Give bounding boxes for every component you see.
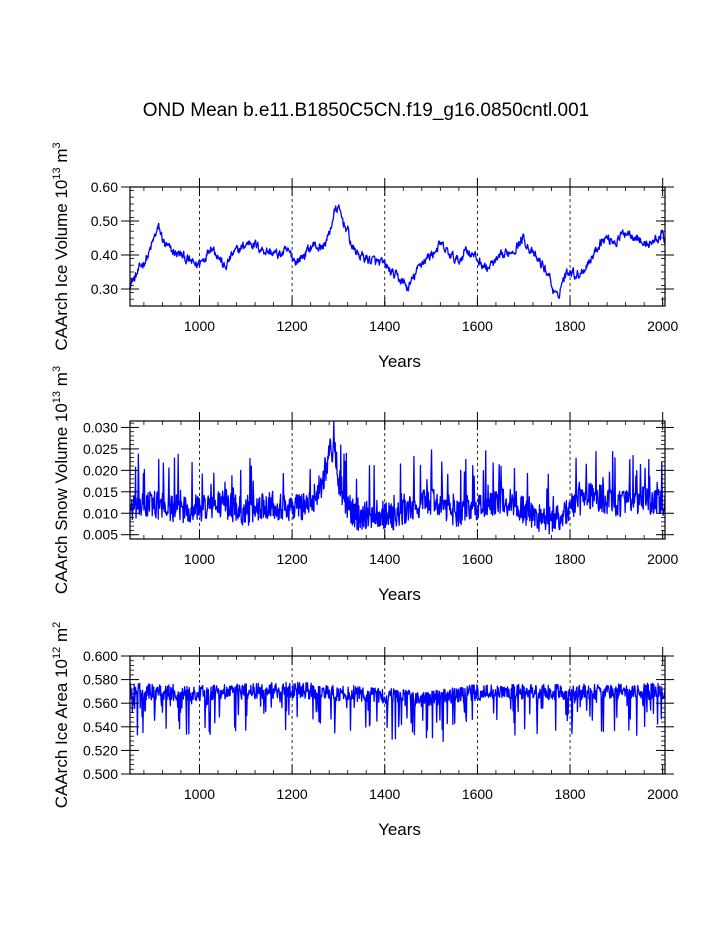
x-axis-title: Years: [378, 352, 421, 371]
y-axis-title-part: CAArch Snow Volume 10: [52, 403, 71, 594]
y-axis-title-exponent: 2: [51, 622, 63, 628]
y-tick-label: 0.60: [91, 179, 118, 195]
y-tick-label: 0.030: [83, 419, 118, 435]
y-axis-title-exponent: 3: [51, 366, 63, 372]
y-axis-title: CAArch Ice Volume 1013 m3: [51, 142, 71, 350]
y-tick-label: 0.30: [91, 281, 118, 297]
y-tick-label: 0.015: [83, 484, 118, 500]
y-axis-title-exponent: 13: [51, 167, 63, 179]
x-tick-label: 1600: [462, 318, 493, 334]
series-line: [129, 204, 666, 299]
y-tick-label: 0.005: [83, 527, 118, 543]
y-tick-label: 0.50: [91, 213, 118, 229]
plot-frame: [129, 655, 666, 775]
x-tick-label: 1600: [462, 786, 493, 802]
x-tick-label: 1600: [462, 551, 493, 567]
x-tick-label: 1000: [184, 318, 215, 334]
x-tick-label: 2000: [647, 318, 678, 334]
x-tick-label: 1200: [277, 551, 308, 567]
y-axis-title: CAArch Snow Volume 1013 m3: [51, 366, 71, 594]
x-tick-label: 1800: [554, 786, 585, 802]
y-axis-title-exponent: 3: [51, 142, 63, 148]
y-axis-title-part: m: [52, 148, 71, 167]
main-title: OND Mean b.e11.B1850C5CN.f19_g16.0850cnt…: [143, 100, 589, 121]
x-tick-label: 2000: [647, 786, 678, 802]
x-tick-label: 1000: [184, 786, 215, 802]
y-axis-title-part: CAArch Ice Volume 10: [52, 180, 71, 351]
panel-ice-area: 1000 1200 1400 1600 1800 2000 0.500 0.520 0.540 0…: [51, 622, 678, 839]
y-axis-title-exponent: 13: [51, 391, 63, 403]
y-tick-label: 0.600: [83, 648, 118, 664]
x-tick-label: 1800: [554, 318, 585, 334]
y-tick-label: 0.40: [91, 247, 118, 263]
y-tick-label: 0.025: [83, 441, 118, 457]
y-tick-label: 0.520: [83, 742, 118, 758]
plot-frame: [129, 186, 666, 307]
series-line: [129, 421, 666, 535]
plot-frame: [129, 420, 666, 540]
y-tick-label: 0.020: [83, 462, 118, 478]
x-tick-label: 1400: [369, 786, 400, 802]
panel-snow-volume: 1000 1200 1400 1600 1800 2000 0.005 0.010 0.015 0…: [51, 366, 678, 604]
x-tick-label: 2000: [647, 551, 678, 567]
y-axis-title: CAArch Ice Area 1012 m2: [51, 622, 71, 809]
y-tick-label: 0.580: [83, 672, 118, 688]
y-tick-label: 0.500: [83, 766, 118, 782]
x-tick-label: 1200: [277, 786, 308, 802]
panel-ice-volume: 1000 1200 1400 1600 1800 2000 0.30 0.40 0.50 0.60…: [51, 142, 678, 371]
x-axis-title: Years: [378, 820, 421, 839]
x-tick-label: 1200: [277, 318, 308, 334]
y-axis-title-part: CAArch Ice Area 10: [52, 659, 71, 808]
x-axis-title: Years: [378, 585, 421, 604]
x-tick-label: 1000: [184, 551, 215, 567]
y-tick-label: 0.560: [83, 695, 118, 711]
y-axis-title-part: m: [52, 372, 71, 391]
series-line: [129, 681, 666, 742]
x-tick-label: 1800: [554, 551, 585, 567]
y-tick-label: 0.010: [83, 505, 118, 521]
y-tick-label: 0.540: [83, 719, 118, 735]
y-axis-title-part: m: [52, 628, 71, 647]
x-tick-label: 1400: [369, 318, 400, 334]
x-tick-label: 1400: [369, 551, 400, 567]
y-axis-title-exponent: 12: [51, 647, 63, 659]
